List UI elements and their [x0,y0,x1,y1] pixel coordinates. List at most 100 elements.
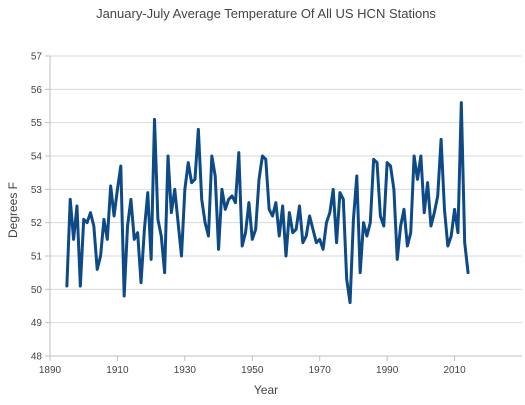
chart-title: January-July Average Temperature Of All … [96,6,436,21]
y-tick-label: 55 [31,118,43,129]
y-tick-label: 53 [31,185,43,196]
data-point [332,188,335,191]
x-tick-label: 2010 [443,365,466,376]
data-point [385,161,389,164]
data-point [402,208,406,211]
data-point [237,151,240,154]
data-point [173,188,176,191]
data-point [345,278,348,281]
data-point [369,221,372,224]
data-point [372,158,375,161]
data-point [163,271,166,274]
data-point [389,164,392,168]
data-point [423,211,426,214]
data-point [416,178,419,181]
data-point [170,211,173,214]
data-point [244,231,247,234]
data-point [217,248,220,251]
data-point [446,244,450,248]
data-point [284,254,288,258]
data-point [85,221,89,224]
data-point [305,234,308,238]
data-point [439,138,443,141]
data-point [96,268,99,271]
data-point [399,224,402,228]
data-point [109,184,112,188]
data-point [160,234,163,238]
data-point [352,218,355,221]
data-point [119,164,123,168]
data-point [75,204,79,208]
data-point [153,118,156,121]
data-point [210,154,214,158]
data-point [126,224,129,228]
data-point [288,211,291,214]
data-point [79,284,82,288]
y-tick-label: 48 [31,352,43,363]
data-point [240,244,244,248]
data-point [187,161,190,164]
x-tick-label: 1950 [241,365,264,376]
data-point [426,181,429,184]
y-tick-label: 52 [31,218,43,229]
data-point [429,224,433,228]
data-point [443,208,446,211]
data-point [409,231,412,234]
data-point [65,284,69,288]
data-point [136,231,139,234]
data-point [190,181,193,184]
data-point [308,214,311,218]
y-tick-label: 57 [31,52,43,63]
axes [49,56,522,357]
data-point [355,174,358,178]
y-axis-label: Degrees F [6,182,20,238]
data-point [379,214,382,218]
data-point [311,228,315,231]
x-tick-label: 1930 [174,365,197,376]
y-tick-label: 49 [31,318,43,329]
data-point [146,191,149,194]
data-point [315,241,318,244]
data-point [176,221,180,224]
grid [50,55,522,357]
data-point [342,198,345,201]
data-point [207,234,210,238]
data-point [102,218,106,221]
data-point [274,201,278,204]
data-point [466,271,470,274]
y-axis-ticks: 48 49 50 51 52 53 54 55 56 57 [31,52,50,363]
data-point [264,158,267,161]
data-point [92,224,96,228]
data-point [358,271,362,274]
data-point [261,154,264,158]
data-point [281,204,284,208]
data-point [254,228,257,231]
data-point [348,301,352,304]
data-point [183,188,187,191]
data-point [453,208,456,211]
data-point [149,258,153,261]
data-point [143,228,146,231]
x-tick-label: 1910 [106,365,129,376]
x-tick-label: 1890 [39,365,62,376]
data-point [69,198,72,201]
data-point [291,231,294,234]
data-point [247,201,251,204]
data-point [325,221,328,224]
data-point [197,128,200,131]
data-point [267,208,271,211]
data-point [166,154,170,158]
data-point [328,211,332,214]
data-point [298,204,301,208]
data-point [203,221,207,224]
data-point [220,188,224,191]
data-point [180,254,183,258]
data-point [294,228,298,231]
data-point [106,238,109,241]
x-axis-ticks: 1890 1910 1930 1950 1970 1990 2010 [39,356,466,376]
data-point [318,238,321,241]
series-line [65,101,470,305]
data-point [392,188,396,191]
data-point [112,214,116,218]
